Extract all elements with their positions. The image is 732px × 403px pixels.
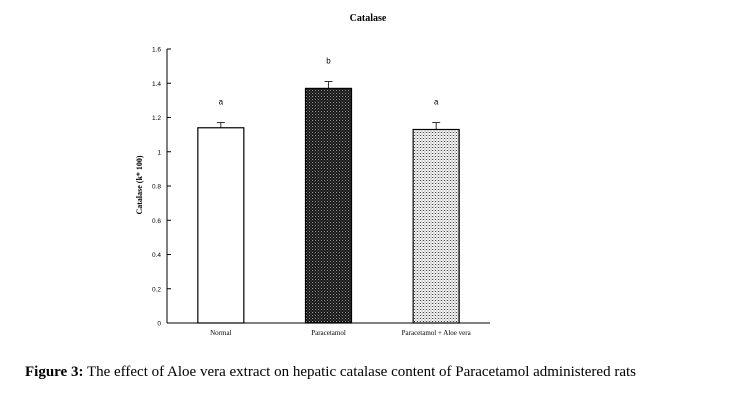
y-tick-label: 1.4: [152, 81, 161, 88]
y-tick-label: 1: [157, 149, 161, 156]
significance-label: a: [434, 98, 439, 107]
y-tick-label: 0: [157, 321, 161, 328]
y-tick-label: 0.4: [152, 252, 161, 259]
bar: [304, 87, 353, 324]
bars: [197, 81, 460, 324]
bar-labels: a Normal b Paracetamol a Paracetamol + Aloe v…: [210, 57, 471, 337]
x-tick-label: Paracetamol: [311, 329, 346, 337]
y-tick-label: 1.6: [152, 47, 161, 54]
caption-label: Figure 3:: [25, 364, 84, 380]
significance-label: b: [326, 57, 331, 66]
caption-text: The effect of Aloe vera extract on hepat…: [83, 364, 636, 380]
bar: [197, 127, 245, 324]
x-tick-label: Paracetamol + Aloe vera: [402, 329, 472, 337]
y-tick-label: 0.8: [152, 184, 161, 191]
y-axis-label: Catalase (k* 100): [135, 155, 144, 214]
chart-title: Catalase: [350, 13, 387, 24]
catalase-chart: Catalase Catalase (k* 100) 0 0.2 0.4 0.6 0.8…: [135, 13, 490, 337]
y-tick-label: 0.6: [152, 218, 161, 225]
x-tick-label: Normal: [210, 329, 231, 337]
y-tick-label: 0.2: [152, 286, 161, 293]
significance-label: a: [219, 98, 224, 107]
y-tick-label: 1.2: [152, 115, 161, 122]
figure-caption: Figure 3: The effect of Aloe vera extrac…: [25, 364, 725, 381]
bar: [412, 128, 460, 324]
